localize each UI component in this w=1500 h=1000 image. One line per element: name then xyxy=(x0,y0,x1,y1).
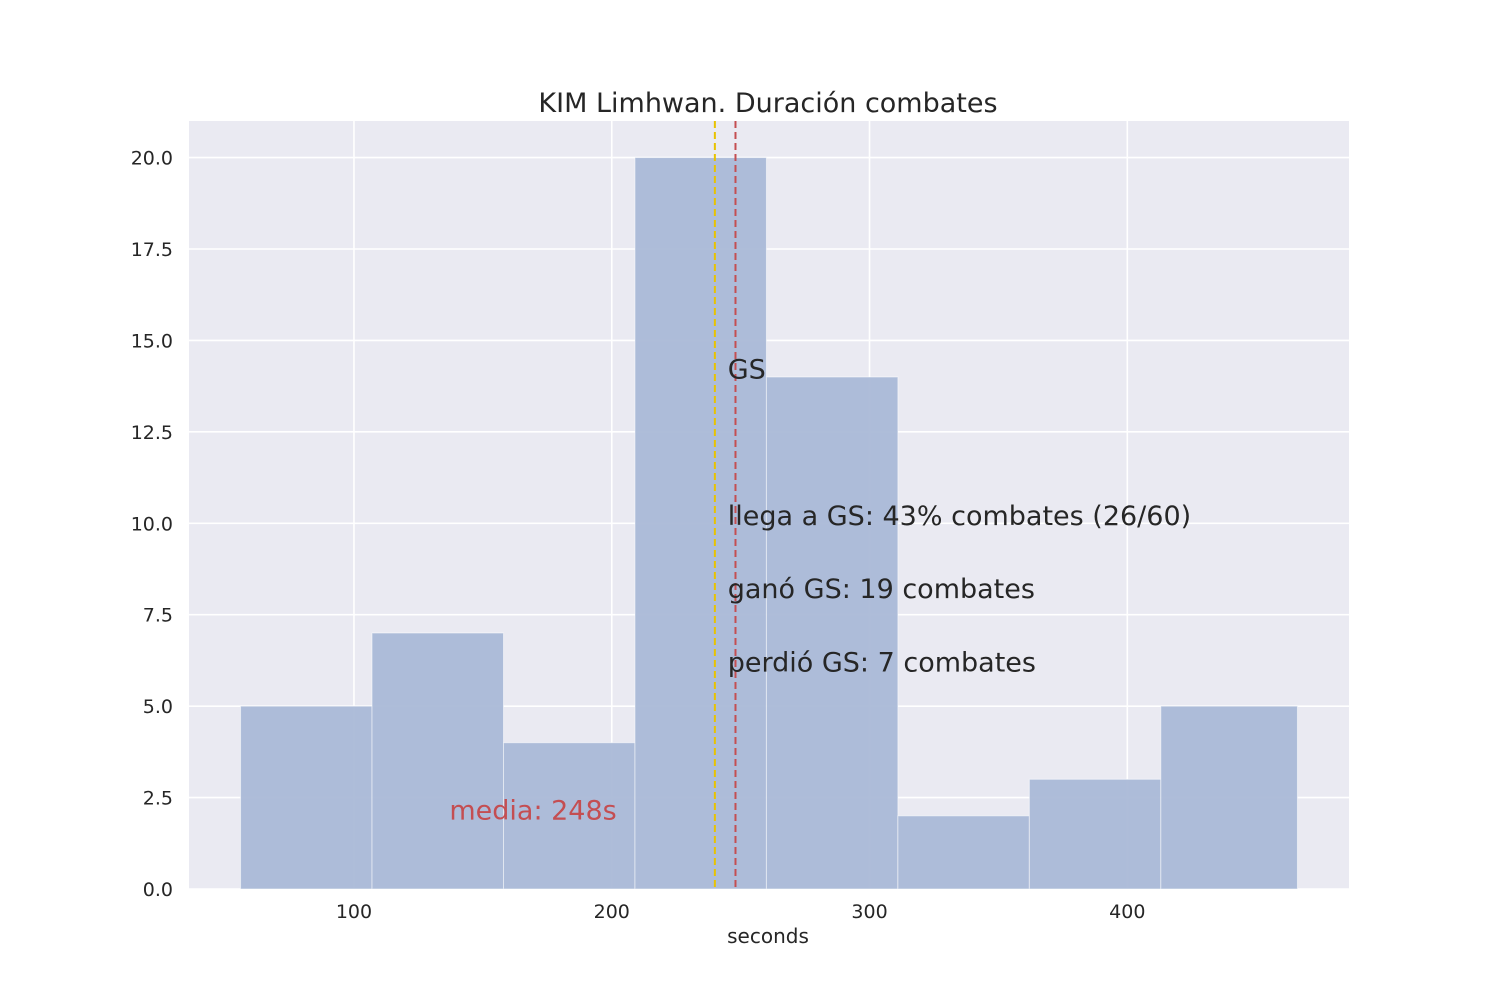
histogram-bar-4 xyxy=(765,376,899,890)
x-axis-label: seconds xyxy=(727,924,809,948)
histogram-bar-2 xyxy=(502,742,636,890)
histogram-bar-0 xyxy=(240,705,373,890)
y-tick-label-4: 10.0 xyxy=(131,513,173,535)
y-tick-label-3: 7.5 xyxy=(143,605,173,627)
histogram-bars xyxy=(240,157,1298,890)
x-tick-label-3: 400 xyxy=(1109,901,1145,923)
histogram-bar-3 xyxy=(634,157,767,890)
reference-lines xyxy=(713,121,737,889)
y-tick-label-0: 0.0 xyxy=(143,879,173,901)
x-tick-label-2: 300 xyxy=(851,901,887,923)
chart-title: KIM Limhwan. Duración combates xyxy=(538,88,997,119)
annotation-0: GS xyxy=(728,355,766,386)
histogram-bar-7 xyxy=(1160,705,1298,890)
y-tick-label-5: 12.5 xyxy=(131,422,173,444)
histogram-bar-5 xyxy=(897,815,1030,890)
histogram-bar-6 xyxy=(1028,778,1162,890)
annotations: GS llega a GS: 43% combates (26/60) ganó G… xyxy=(449,355,1191,827)
y-tick-label-6: 15.0 xyxy=(131,330,173,352)
annotation-2: ganó GS: 19 combates xyxy=(728,574,1035,605)
x-tick-label-0: 100 xyxy=(336,901,372,923)
y-tick-label-7: 17.5 xyxy=(131,239,173,261)
y-tick-label-1: 2.5 xyxy=(143,788,173,810)
y-axis-ticks: 0.0 2.5 5.0 7.5 10.0 12.5 15.0 17.5 20.0 xyxy=(131,148,173,901)
y-tick-label-2: 5.0 xyxy=(143,696,173,718)
annotation-3: perdió GS: 7 combates xyxy=(728,647,1036,678)
histogram-bar-1 xyxy=(371,632,504,890)
x-tick-label-1: 200 xyxy=(594,901,630,923)
annotation-4: media: 248s xyxy=(449,795,616,826)
y-tick-label-8: 20.0 xyxy=(131,148,173,170)
x-axis-ticks: 100 200 300 400 xyxy=(336,901,1146,923)
annotation-1: llega a GS: 43% combates (26/60) xyxy=(728,501,1191,532)
